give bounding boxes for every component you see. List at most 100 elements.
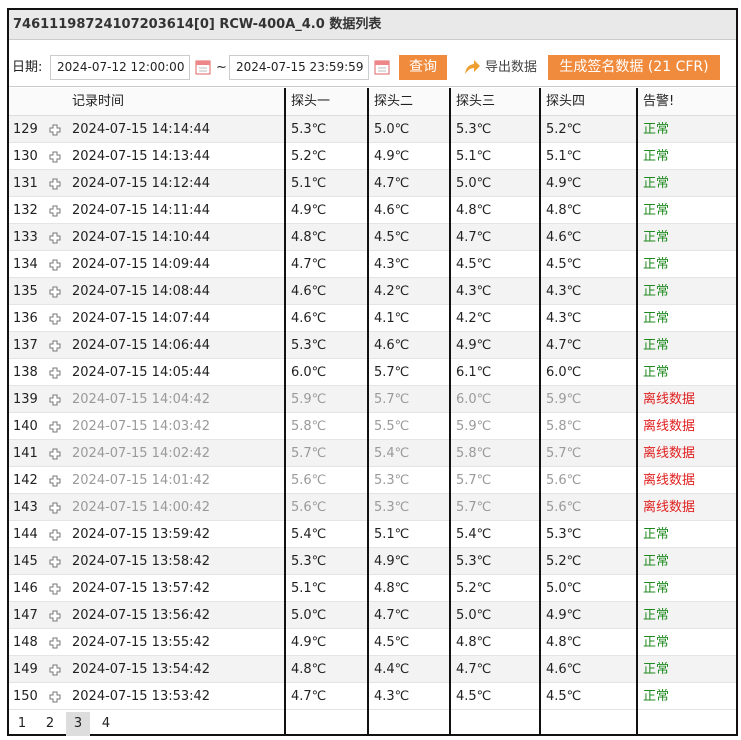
column-header: 记录时间 — [72, 94, 125, 109]
expand-icon[interactable] — [49, 502, 61, 514]
probe-value: 4.8℃ — [456, 635, 492, 650]
probe-value: 4.5℃ — [456, 689, 492, 704]
expand-icon[interactable] — [49, 691, 61, 703]
query-button[interactable]: 查询 — [399, 55, 447, 80]
calendar-icon[interactable] — [195, 59, 211, 75]
row-number: 139 — [13, 392, 38, 407]
record-time: 2024-07-15 13:58:42 — [72, 554, 211, 569]
probe-value: 4.5℃ — [546, 689, 582, 704]
probe-value: 5.3℃ — [374, 500, 410, 515]
generate-button[interactable]: 生成签名数据 (21 CFR) — [548, 55, 720, 80]
column-border — [367, 88, 369, 736]
table-row — [9, 116, 736, 143]
probe-value: 4.3℃ — [546, 311, 582, 326]
table-row — [9, 548, 736, 575]
expand-icon[interactable] — [49, 151, 61, 163]
expand-icon[interactable] — [49, 529, 61, 541]
probe-value: 4.6℃ — [374, 338, 410, 353]
probe-value: 5.4℃ — [456, 527, 492, 542]
probe-value: 5.4℃ — [374, 446, 410, 461]
alarm: 正常 — [643, 230, 670, 245]
probe-value: 5.2℃ — [456, 581, 492, 596]
table-row — [9, 305, 736, 332]
expand-icon[interactable] — [49, 178, 61, 190]
table-row — [9, 197, 736, 224]
expand-icon[interactable] — [49, 124, 61, 136]
page-link[interactable]: 2 — [45, 716, 55, 731]
probe-value: 5.7℃ — [456, 473, 492, 488]
expand-icon[interactable] — [49, 421, 61, 433]
expand-icon[interactable] — [49, 610, 61, 622]
table-row — [9, 575, 736, 602]
record-time: 2024-07-15 14:06:44 — [72, 338, 211, 353]
start-input[interactable]: 2024-07-12 12:00:00 — [50, 55, 190, 80]
table-row — [9, 521, 736, 548]
record-time: 2024-07-15 14:01:42 — [72, 473, 211, 488]
expand-icon[interactable] — [49, 583, 61, 595]
page-link[interactable]: 3 — [66, 712, 90, 736]
probe-value: 4.6℃ — [374, 203, 410, 218]
alarm: 正常 — [643, 203, 670, 218]
probe-value: 4.6℃ — [291, 284, 327, 299]
probe-value: 5.7℃ — [546, 446, 582, 461]
probe-value: 5.4℃ — [291, 527, 327, 542]
probe-value: 5.6℃ — [546, 500, 582, 515]
probe-value: 5.6℃ — [546, 473, 582, 488]
expand-icon[interactable] — [49, 664, 61, 676]
probe-value: 5.1℃ — [291, 176, 327, 191]
probe-value: 5.3℃ — [291, 338, 327, 353]
expand-icon[interactable] — [49, 448, 61, 460]
table-row — [9, 440, 736, 467]
expand-icon[interactable] — [49, 232, 61, 244]
probe-value: 4.9℃ — [291, 203, 327, 218]
record-time: 2024-07-15 14:05:44 — [72, 365, 211, 380]
column-header: 探头二 — [374, 94, 414, 109]
probe-value: 4.7℃ — [374, 608, 410, 623]
expand-icon[interactable] — [49, 394, 61, 406]
probe-value: 4.3℃ — [374, 257, 410, 272]
row-number: 147 — [13, 608, 38, 623]
table-row — [9, 494, 736, 521]
record-time: 2024-07-15 13:53:42 — [72, 689, 211, 704]
expand-icon[interactable] — [49, 475, 61, 487]
expand-icon[interactable] — [49, 313, 61, 325]
probe-value: 5.0℃ — [374, 122, 410, 137]
probe-value: 4.9℃ — [374, 149, 410, 164]
probe-value: 4.8℃ — [546, 635, 582, 650]
probe-value: 4.5℃ — [374, 230, 410, 245]
probe-value: 5.8℃ — [546, 419, 582, 434]
record-time: 2024-07-15 14:12:44 — [72, 176, 211, 191]
alarm: 正常 — [643, 284, 670, 299]
probe-value: 4.6℃ — [546, 662, 582, 677]
panel-title: 74611198724107203614[0] RCW-400A_4.0 数据列… — [9, 10, 736, 40]
expand-icon[interactable] — [49, 556, 61, 568]
probe-value: 6.0℃ — [546, 365, 582, 380]
probe-value: 6.0℃ — [291, 365, 327, 380]
calendar-icon[interactable] — [374, 59, 390, 75]
row-number: 140 — [13, 419, 38, 434]
alarm: 正常 — [643, 338, 670, 353]
probe-value: 5.2℃ — [546, 122, 582, 137]
probe-value: 4.7℃ — [456, 230, 492, 245]
probe-value: 4.7℃ — [546, 338, 582, 353]
end-input[interactable]: 2024-07-15 23:59:59 — [229, 55, 369, 80]
probe-value: 5.3℃ — [291, 122, 327, 137]
expand-icon[interactable] — [49, 340, 61, 352]
table-row — [9, 278, 736, 305]
expand-icon[interactable] — [49, 259, 61, 271]
expand-icon[interactable] — [49, 205, 61, 217]
probe-value: 5.3℃ — [546, 527, 582, 542]
page-link[interactable]: 1 — [17, 716, 27, 731]
expand-icon[interactable] — [49, 637, 61, 649]
export-icon[interactable] — [462, 57, 482, 77]
expand-icon[interactable] — [49, 286, 61, 298]
probe-value: 5.5℃ — [374, 419, 410, 434]
row-number: 148 — [13, 635, 38, 650]
page-link[interactable]: 4 — [101, 716, 111, 731]
export-button[interactable]: 导出数据 — [485, 60, 538, 75]
expand-icon[interactable] — [49, 367, 61, 379]
row-number: 146 — [13, 581, 38, 596]
probe-value: 4.7℃ — [291, 257, 327, 272]
probe-value: 4.6℃ — [291, 311, 327, 326]
